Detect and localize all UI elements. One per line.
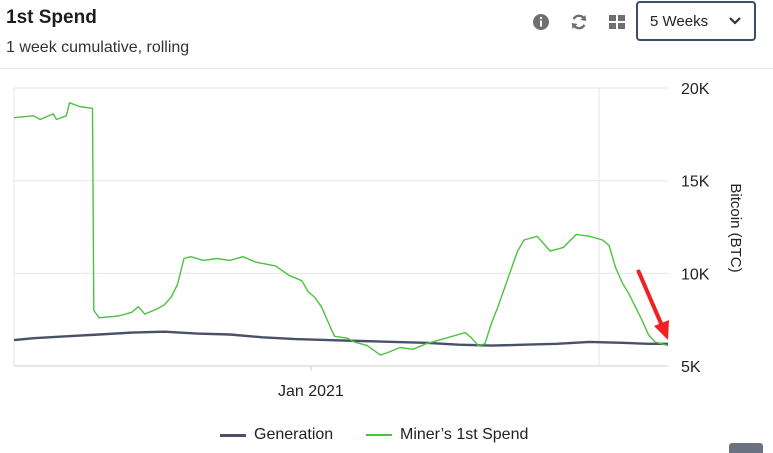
legend-item-miners-first-spend[interactable]: Miner’s 1st Spend (366, 426, 528, 444)
x-tick-label: Jan 2021 (278, 383, 344, 400)
annotation-arrow-shaft (636, 269, 665, 331)
series-line-miners-first-spend (13, 102, 669, 356)
annotation-arrow-head (654, 320, 669, 341)
header-divider (0, 68, 773, 69)
refresh-icon[interactable] (569, 12, 589, 32)
legend-item-generation[interactable]: Generation (220, 426, 333, 444)
chart-subtitle: 1 week cumulative, rolling (6, 39, 190, 56)
legend-label-generation: Generation (254, 426, 334, 443)
y-tick-label: 10K (681, 266, 710, 283)
grid-icon[interactable] (607, 12, 627, 32)
range-select-value: 5 Weeks (650, 12, 709, 30)
chevron-down-icon (729, 17, 741, 25)
y-axis-label: Bitcoin (BTC) (727, 183, 744, 272)
y-tick-label: 5K (681, 359, 701, 376)
range-select[interactable]: 5 Weeks (636, 1, 756, 41)
legend-label-miners-first-spend: Miner’s 1st Spend (400, 426, 529, 443)
legend-swatch-miners-first-spend (366, 434, 392, 436)
corner-tab[interactable] (729, 443, 763, 453)
series-line-generation (13, 330, 668, 347)
info-icon[interactable] (531, 12, 551, 32)
y-tick-label: 15K (681, 174, 710, 191)
chart-title: 1st Spend (6, 7, 97, 28)
legend-swatch-generation (220, 433, 246, 437)
chart-area: 5K 10K 15K 20K Jan 2021 Bitcoin (BTC) (13, 81, 744, 400)
y-tick-label: 20K (681, 81, 710, 98)
